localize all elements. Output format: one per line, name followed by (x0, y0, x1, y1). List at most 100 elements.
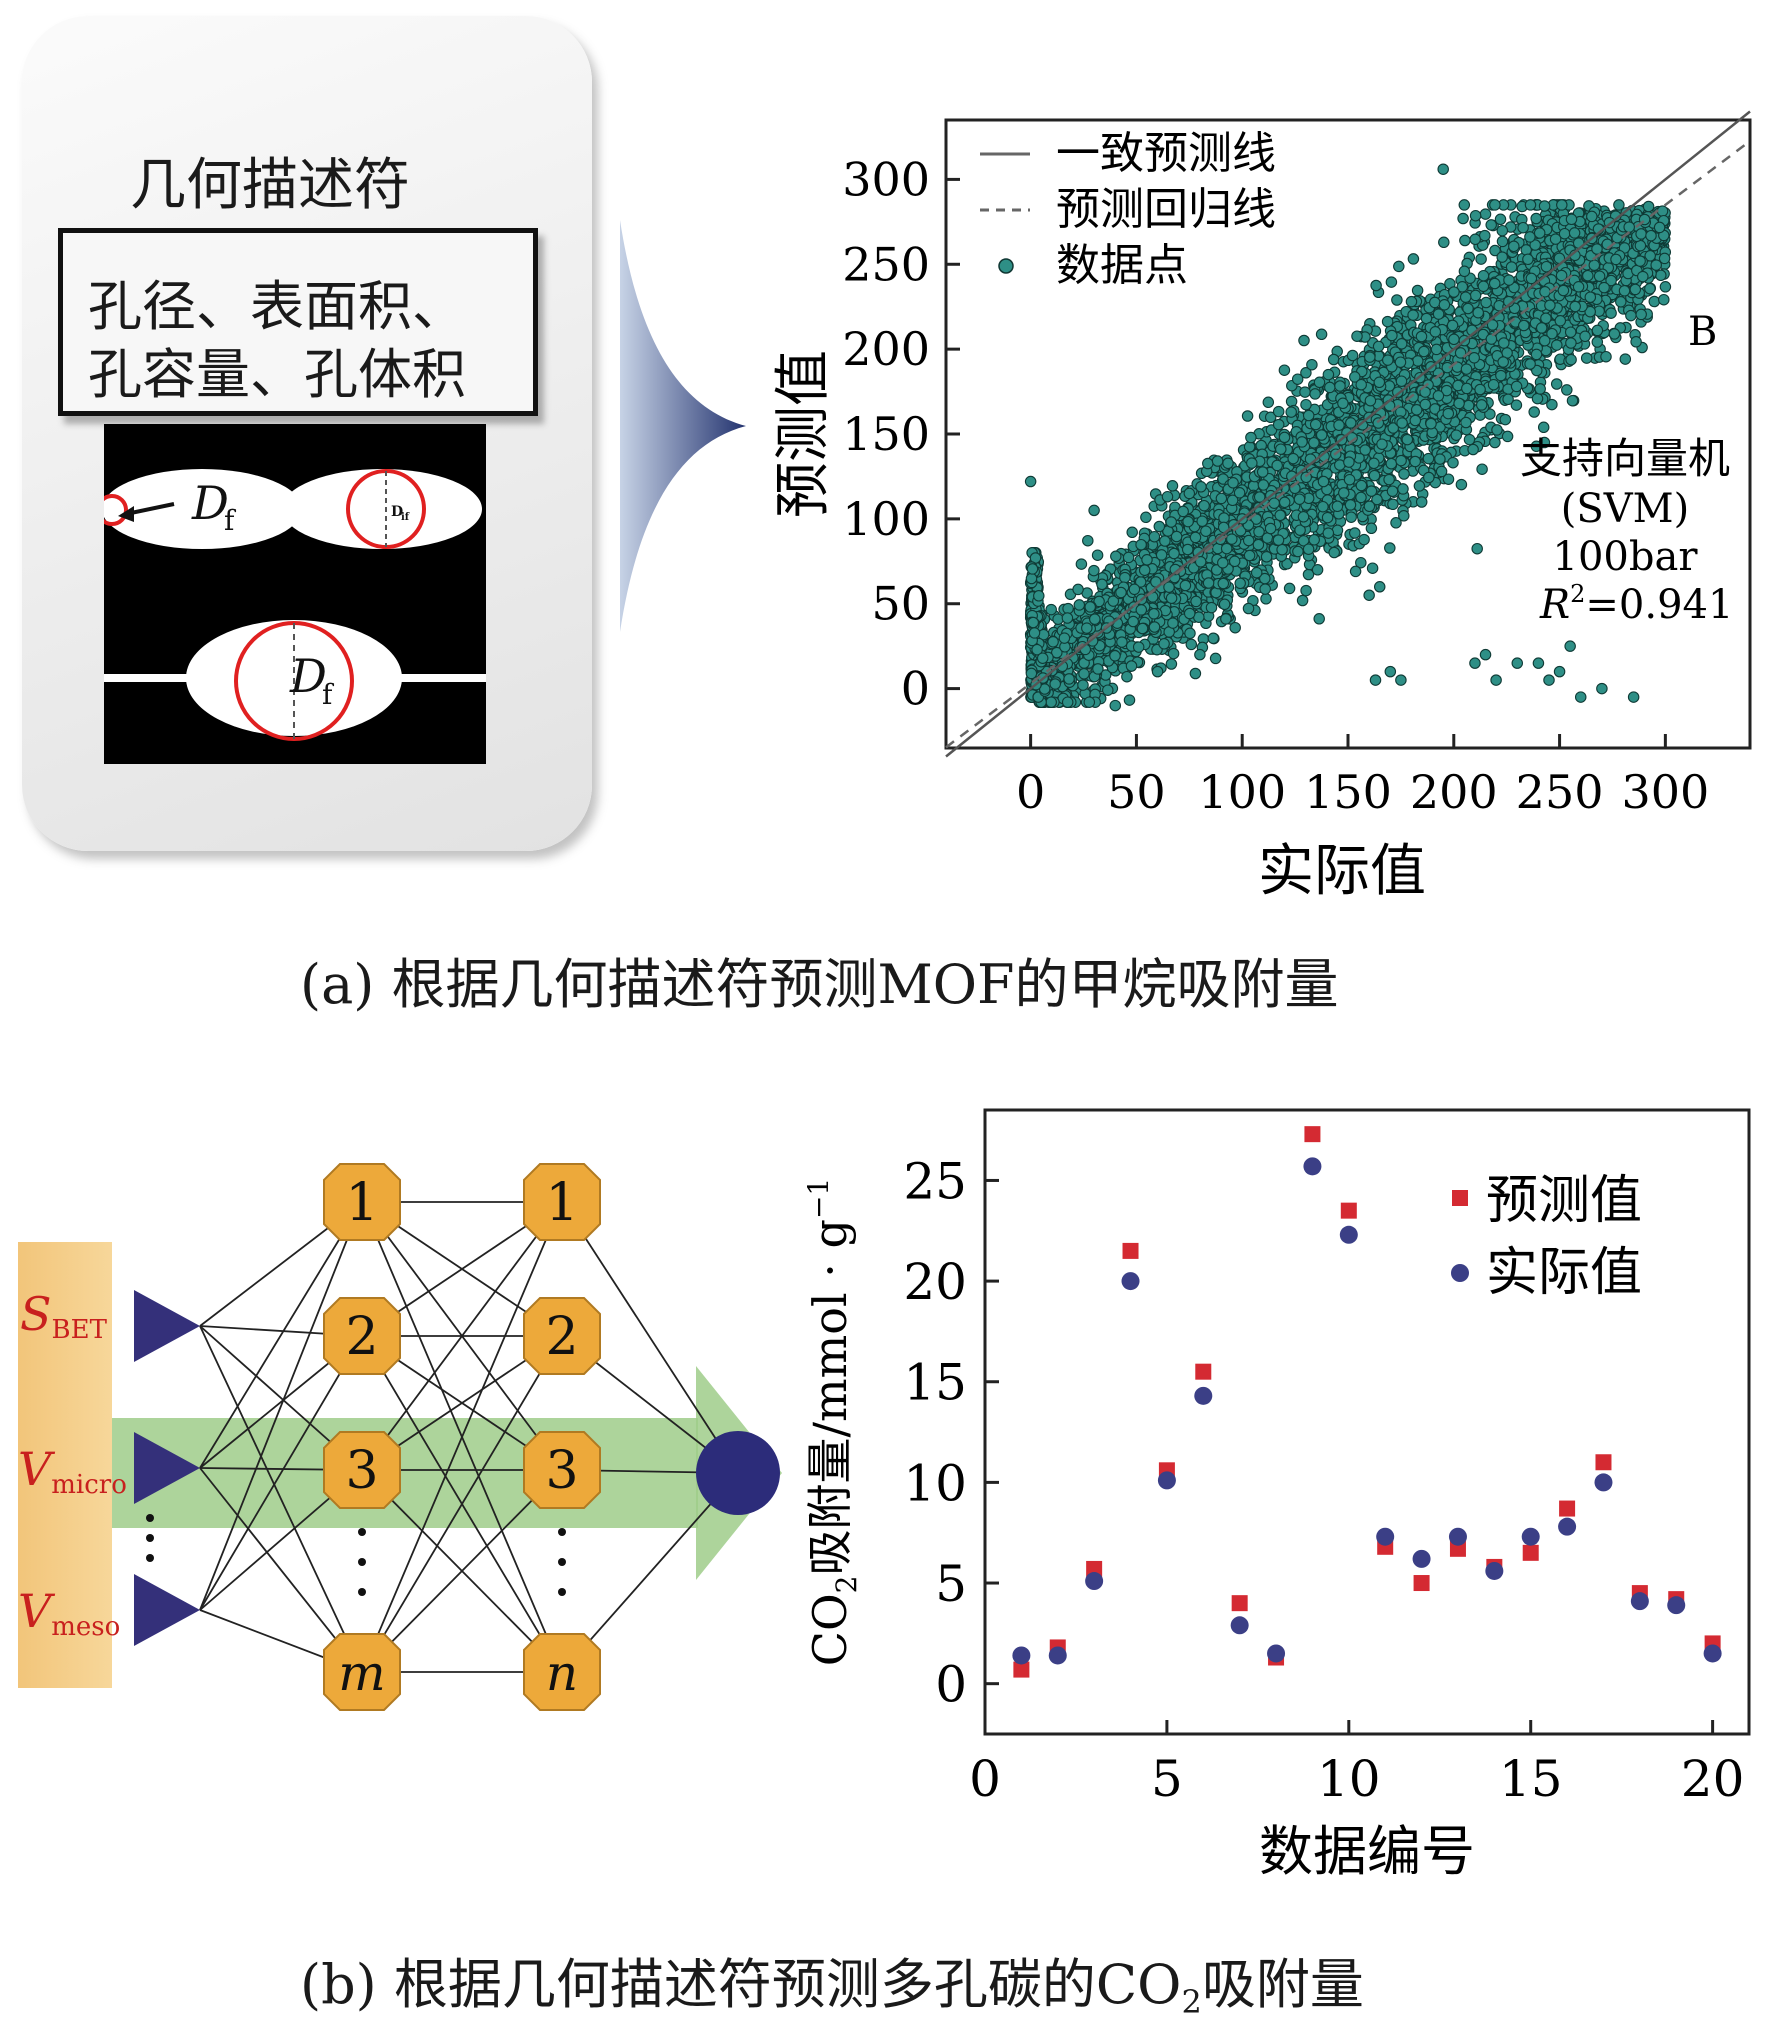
data-point (1476, 463, 1488, 475)
data-point (1386, 485, 1399, 497)
data-point (1121, 670, 1133, 683)
data-point (1598, 281, 1610, 294)
data-point (1566, 394, 1579, 407)
data-point (1315, 328, 1328, 341)
data-point (1268, 497, 1280, 509)
data-point (1530, 348, 1543, 361)
data-point (1365, 522, 1378, 535)
data-point (1366, 562, 1379, 574)
data-point (1453, 397, 1465, 410)
descriptor-line-1: 孔径、表面积、 (88, 275, 466, 338)
df-sub-bottom: f (322, 678, 335, 711)
data-point (1123, 694, 1136, 706)
data-point (1458, 265, 1471, 278)
data-point (1461, 382, 1473, 395)
data-point (1411, 284, 1424, 297)
data-point (1528, 406, 1540, 418)
data-point (1045, 603, 1057, 616)
data-point (1158, 638, 1170, 650)
data-point (1407, 253, 1420, 265)
data-point (1442, 473, 1455, 485)
data-point (1531, 392, 1544, 405)
data-point (1419, 398, 1432, 411)
data-point (1345, 511, 1357, 523)
data-point (1073, 599, 1086, 611)
data-point (1368, 469, 1381, 482)
descriptor-line-2: 孔容量、孔体积 (88, 343, 466, 406)
data-point (1364, 394, 1377, 407)
data-point (1538, 334, 1551, 347)
data-point (1629, 283, 1642, 296)
data-point (1296, 594, 1309, 607)
data-point (1434, 453, 1446, 465)
data-point (1161, 490, 1174, 503)
data-point (1217, 577, 1230, 590)
data-point-cloud (1024, 163, 1672, 712)
data-point (1271, 459, 1283, 472)
data-point (1234, 577, 1246, 590)
data-point (1477, 280, 1490, 293)
data-point (1283, 582, 1296, 595)
data-point (1292, 545, 1304, 558)
data-point (1148, 530, 1161, 543)
data-point (1579, 330, 1591, 343)
data-point (1166, 480, 1179, 492)
data-point (1344, 499, 1357, 511)
data-point (1565, 353, 1577, 366)
data-point (1061, 612, 1074, 624)
data-point (1349, 565, 1362, 578)
data-point (1438, 299, 1451, 311)
data-point (1127, 615, 1139, 628)
data-point (1538, 200, 1551, 212)
data-point (1381, 315, 1394, 328)
data-point (1355, 479, 1368, 492)
data-point (1242, 602, 1255, 615)
data-point (1300, 398, 1312, 411)
data-point (1615, 296, 1627, 308)
data-point (1115, 586, 1127, 599)
data-point (1359, 444, 1371, 456)
data-point (1252, 538, 1265, 551)
data-point (1524, 199, 1537, 211)
data-point (1181, 543, 1194, 556)
data-point (1479, 229, 1491, 242)
data-point (1435, 465, 1448, 478)
data-point (1625, 309, 1637, 322)
data-point (1373, 376, 1386, 389)
data-point (1480, 296, 1492, 309)
data-point (1110, 550, 1122, 563)
data-point (1262, 396, 1275, 409)
scatter-layer (1024, 163, 1672, 712)
data-point (1297, 511, 1310, 523)
data-point (1554, 315, 1567, 327)
data-point (1393, 260, 1405, 273)
data-point (1220, 613, 1232, 625)
data-point (1591, 324, 1604, 337)
data-point (1546, 398, 1558, 411)
data-point (1448, 286, 1460, 298)
data-point (1387, 498, 1399, 511)
data-point (1313, 613, 1325, 625)
data-point (1276, 543, 1288, 556)
data-point (1250, 566, 1263, 579)
data-point (1202, 457, 1214, 470)
data-point (1365, 485, 1378, 497)
data-point (1333, 419, 1345, 431)
data-point (1491, 424, 1503, 436)
data-point (1119, 571, 1131, 584)
data-point (1605, 307, 1617, 319)
data-point (1407, 309, 1419, 321)
data-point (1321, 511, 1334, 524)
df-label-top: D (191, 476, 229, 530)
data-point (1462, 399, 1475, 412)
data-point (1243, 441, 1256, 453)
data-point (1308, 437, 1320, 449)
data-point (1306, 358, 1318, 371)
data-point (1655, 269, 1667, 282)
data-point (1415, 330, 1428, 343)
data-point (1165, 658, 1178, 670)
data-point (1656, 205, 1669, 217)
data-point (1390, 517, 1402, 529)
data-point (1429, 296, 1441, 309)
data-point (1537, 421, 1550, 434)
